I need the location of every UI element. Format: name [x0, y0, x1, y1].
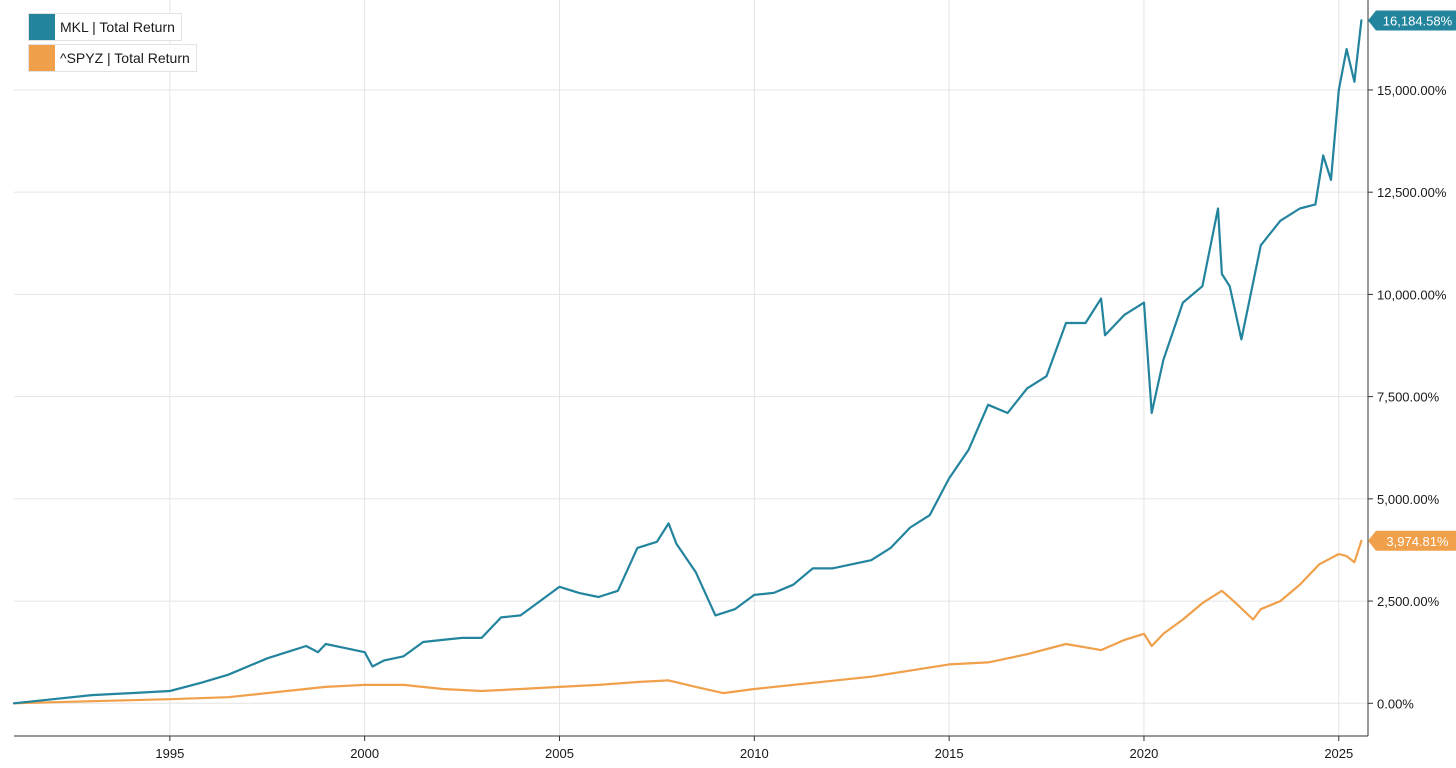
- end-tag-shape: [1368, 10, 1456, 31]
- y-tick-label: 2,500.00%: [1377, 594, 1440, 609]
- y-tick-label: 10,000.00%: [1377, 287, 1447, 302]
- series-line-mkl-total-return: [12, 19, 1363, 705]
- end-tag-shape: [1368, 530, 1456, 551]
- legend-swatch-mkl: [29, 14, 55, 40]
- y-tick-label: 12,500.00%: [1377, 185, 1447, 200]
- y-tick-label: 15,000.00%: [1377, 83, 1447, 98]
- x-tick-label: 2010: [740, 746, 769, 761]
- end-tag-mkl-total-return: 16,184.58%: [1368, 10, 1456, 31]
- grid: [14, 0, 1368, 736]
- legend: MKL | Total Return ^SPYZ | Total Return: [28, 13, 197, 75]
- x-tick-label: 1995: [155, 746, 184, 761]
- x-tick-label: 2020: [1129, 746, 1158, 761]
- legend-label-spyz: ^SPYZ | Total Return: [60, 50, 190, 66]
- legend-item-spyz[interactable]: ^SPYZ | Total Return: [28, 44, 197, 72]
- end-value-tags: 16,184.58% 3,974.81%: [1368, 10, 1456, 551]
- y-tick-label: 7,500.00%: [1377, 390, 1440, 405]
- end-tag-label: 3,974.81%: [1386, 534, 1449, 549]
- end-tag-spyz-total-return: 3,974.81%: [1368, 530, 1456, 551]
- legend-label-mkl: MKL | Total Return: [60, 19, 175, 35]
- x-tick-label: 2005: [545, 746, 574, 761]
- end-tag-label: 16,184.58%: [1383, 13, 1453, 28]
- series-line-spyz-total-return: [12, 539, 1363, 705]
- axes: 0.00% 2,500.00% 5,000.00% 7,500.00% 10,000.0…: [14, 0, 1447, 761]
- legend-swatch-spyz: [29, 45, 55, 71]
- x-tick-label: 2000: [350, 746, 379, 761]
- y-tick-label: 0.00%: [1377, 696, 1414, 711]
- x-tick-label: 2025: [1324, 746, 1353, 761]
- y-tick-label: 5,000.00%: [1377, 492, 1440, 507]
- x-tick-label: 2015: [935, 746, 964, 761]
- legend-item-mkl[interactable]: MKL | Total Return: [28, 13, 182, 41]
- series-lines: [12, 19, 1363, 705]
